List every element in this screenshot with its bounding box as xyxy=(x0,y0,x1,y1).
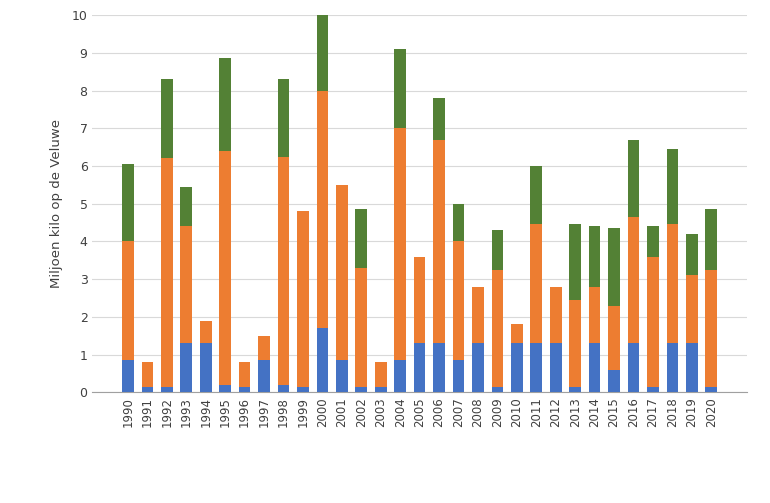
Bar xyxy=(180,344,192,392)
Bar xyxy=(316,15,328,91)
Bar xyxy=(278,79,290,156)
Bar xyxy=(686,344,698,392)
Bar xyxy=(297,387,309,392)
Bar xyxy=(453,204,464,241)
Bar xyxy=(705,387,717,392)
Bar xyxy=(491,270,504,387)
Bar xyxy=(472,344,484,392)
Bar xyxy=(589,344,601,392)
Bar xyxy=(122,241,134,360)
Bar xyxy=(278,385,290,392)
Bar xyxy=(316,91,328,328)
Bar xyxy=(491,230,504,270)
Bar xyxy=(667,344,678,392)
Bar xyxy=(628,344,639,392)
Bar xyxy=(686,276,698,344)
Bar xyxy=(375,387,387,392)
Bar xyxy=(258,336,270,360)
Bar xyxy=(434,140,445,344)
Bar xyxy=(608,228,620,306)
Bar xyxy=(394,360,406,392)
Bar xyxy=(472,287,484,344)
Bar xyxy=(161,79,172,158)
Bar xyxy=(531,166,542,224)
Bar xyxy=(569,387,581,392)
Bar xyxy=(394,128,406,360)
Bar xyxy=(569,300,581,387)
Bar xyxy=(200,321,212,344)
Bar xyxy=(667,224,678,344)
Y-axis label: Miljoen kilo op de Veluwe: Miljoen kilo op de Veluwe xyxy=(50,119,63,288)
Bar xyxy=(511,324,523,344)
Bar xyxy=(569,224,581,300)
Bar xyxy=(647,257,659,387)
Bar xyxy=(375,362,387,387)
Bar xyxy=(589,287,601,344)
Bar xyxy=(122,164,134,241)
Bar xyxy=(705,209,717,270)
Bar xyxy=(434,344,445,392)
Bar xyxy=(258,360,270,392)
Bar xyxy=(297,211,309,387)
Bar xyxy=(705,270,717,387)
Bar xyxy=(628,140,639,217)
Bar xyxy=(316,328,328,392)
Bar xyxy=(219,58,231,151)
Bar xyxy=(336,360,348,392)
Bar xyxy=(647,226,659,257)
Bar xyxy=(589,226,601,287)
Bar xyxy=(511,344,523,392)
Bar xyxy=(219,151,231,385)
Bar xyxy=(161,158,172,387)
Bar xyxy=(628,217,639,344)
Bar xyxy=(142,387,153,392)
Bar xyxy=(278,156,290,385)
Bar xyxy=(336,185,348,360)
Bar xyxy=(356,387,367,392)
Bar xyxy=(453,360,464,392)
Bar xyxy=(608,306,620,370)
Bar xyxy=(453,241,464,360)
Bar xyxy=(550,344,561,392)
Bar xyxy=(394,49,406,128)
Bar xyxy=(413,257,426,344)
Bar xyxy=(531,344,542,392)
Bar xyxy=(356,268,367,387)
Bar xyxy=(142,362,153,387)
Bar xyxy=(491,387,504,392)
Bar xyxy=(356,209,367,268)
Bar xyxy=(180,226,192,344)
Bar xyxy=(122,360,134,392)
Bar xyxy=(686,234,698,276)
Bar xyxy=(550,287,561,344)
Bar xyxy=(608,370,620,392)
Bar xyxy=(647,387,659,392)
Bar xyxy=(200,344,212,392)
Bar xyxy=(219,385,231,392)
Bar xyxy=(434,98,445,140)
Bar xyxy=(180,187,192,226)
Bar xyxy=(239,362,250,387)
Bar xyxy=(531,224,542,344)
Bar xyxy=(413,344,426,392)
Bar xyxy=(239,387,250,392)
Bar xyxy=(667,149,678,224)
Bar xyxy=(161,387,172,392)
